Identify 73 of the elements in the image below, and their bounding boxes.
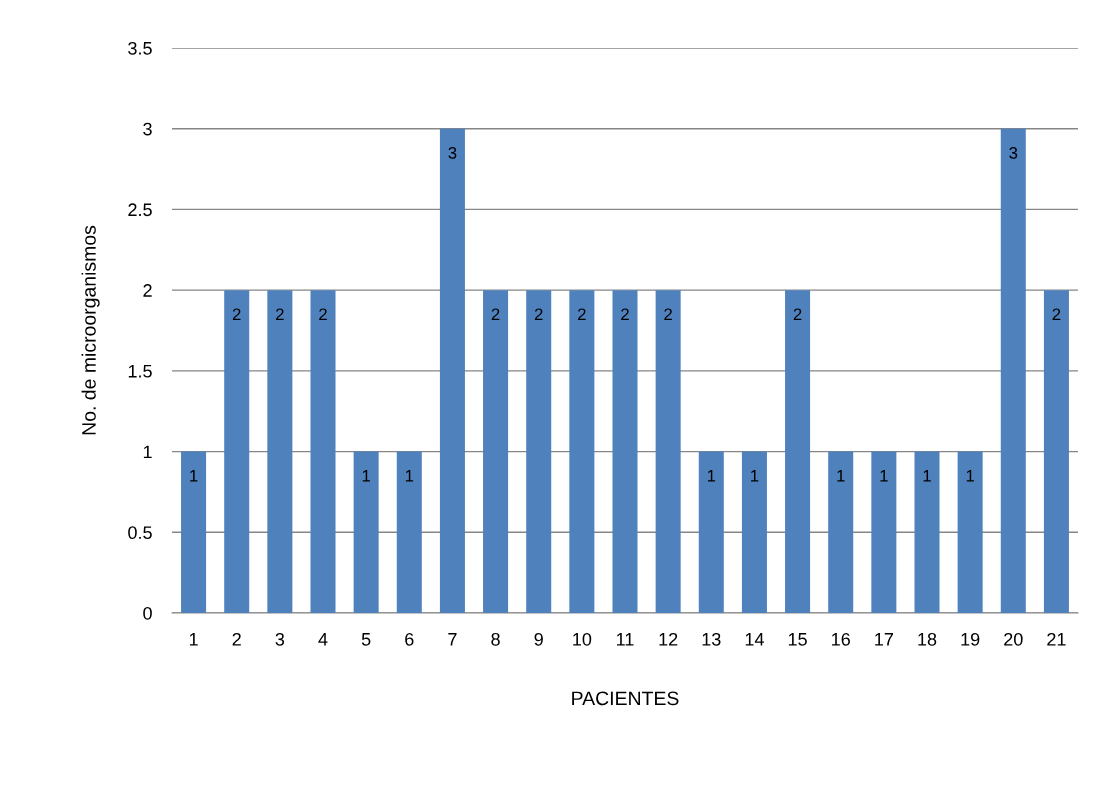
x-tick-label: 18 bbox=[918, 632, 937, 646]
x-tick-label: 10 bbox=[573, 632, 592, 646]
data-label: 2 bbox=[319, 308, 327, 321]
x-tick-label: 1 bbox=[189, 633, 198, 646]
data-label: 2 bbox=[491, 308, 500, 321]
bar bbox=[698, 451, 724, 613]
data-label: 2 bbox=[276, 308, 284, 321]
bar bbox=[741, 451, 767, 613]
bar bbox=[483, 290, 509, 613]
bar bbox=[1043, 290, 1069, 613]
x-tick-label: 4 bbox=[318, 633, 328, 646]
y-tick-label: 1 bbox=[143, 445, 152, 459]
y-tick-label: 0 bbox=[143, 606, 152, 620]
data-label: 2 bbox=[232, 308, 241, 321]
x-tick-label: 5 bbox=[361, 633, 371, 646]
x-tick-label: 3 bbox=[275, 632, 285, 646]
data-label: 1 bbox=[837, 469, 845, 482]
y-tick-label: 0.5 bbox=[128, 526, 152, 540]
y-tick-label: 2.5 bbox=[128, 203, 152, 217]
data-label: 2 bbox=[621, 308, 629, 321]
x-tick-label: 8 bbox=[491, 632, 500, 646]
x-tick-label: 6 bbox=[405, 632, 414, 646]
x-tick-label: 2 bbox=[232, 632, 241, 646]
data-label: 2 bbox=[534, 308, 543, 321]
bar bbox=[957, 451, 983, 613]
x-tick-label: 13 bbox=[702, 632, 721, 646]
data-label: 2 bbox=[664, 308, 672, 321]
x-tick-label: 20 bbox=[1004, 632, 1023, 646]
data-label: 1 bbox=[880, 469, 888, 482]
data-label: 3 bbox=[1009, 146, 1018, 159]
data-label: 1 bbox=[190, 469, 198, 482]
x-tick-label: 9 bbox=[534, 632, 543, 646]
bar bbox=[224, 290, 250, 613]
bar bbox=[871, 451, 897, 613]
y-tick-label: 2 bbox=[143, 284, 152, 297]
y-tick-label: 1.5 bbox=[128, 364, 152, 378]
x-tick-label: 7 bbox=[448, 633, 457, 646]
bar bbox=[914, 451, 940, 613]
x-tick-label: 19 bbox=[961, 632, 980, 646]
data-label: 3 bbox=[448, 146, 457, 159]
x-axis-title: PACIENTES bbox=[572, 691, 679, 706]
bar bbox=[267, 290, 293, 613]
bar bbox=[526, 290, 552, 613]
x-tick-label: 15 bbox=[788, 633, 807, 646]
x-tick-label: 16 bbox=[832, 632, 850, 646]
y-tick-label: 3.5 bbox=[128, 41, 152, 55]
x-tick-label: 12 bbox=[659, 632, 678, 646]
bar bbox=[785, 290, 811, 613]
bar bbox=[655, 290, 681, 613]
y-tick-label: 3 bbox=[143, 122, 152, 136]
bar bbox=[569, 290, 595, 613]
bar bbox=[612, 290, 638, 613]
data-label: 1 bbox=[966, 469, 974, 482]
x-tick-label: 14 bbox=[745, 633, 764, 646]
bar bbox=[439, 128, 465, 613]
data-label: 1 bbox=[923, 469, 931, 482]
bar bbox=[1000, 128, 1026, 613]
data-label: 1 bbox=[751, 469, 759, 482]
y-axis-title: No. de microorganismos bbox=[81, 225, 100, 435]
bar bbox=[181, 451, 207, 613]
bar bbox=[396, 451, 422, 613]
data-label: 1 bbox=[362, 469, 370, 482]
bar bbox=[353, 451, 379, 613]
data-label: 1 bbox=[405, 469, 414, 482]
x-tick-label: 17 bbox=[875, 633, 893, 646]
data-label: 2 bbox=[578, 308, 586, 321]
data-label: 2 bbox=[793, 308, 802, 321]
bar bbox=[310, 290, 336, 613]
x-tick-label: 21 bbox=[1047, 632, 1066, 646]
x-tick-label: 11 bbox=[617, 633, 634, 646]
data-label: 2 bbox=[1052, 308, 1061, 321]
data-label: 1 bbox=[707, 469, 716, 482]
bar bbox=[828, 451, 854, 613]
